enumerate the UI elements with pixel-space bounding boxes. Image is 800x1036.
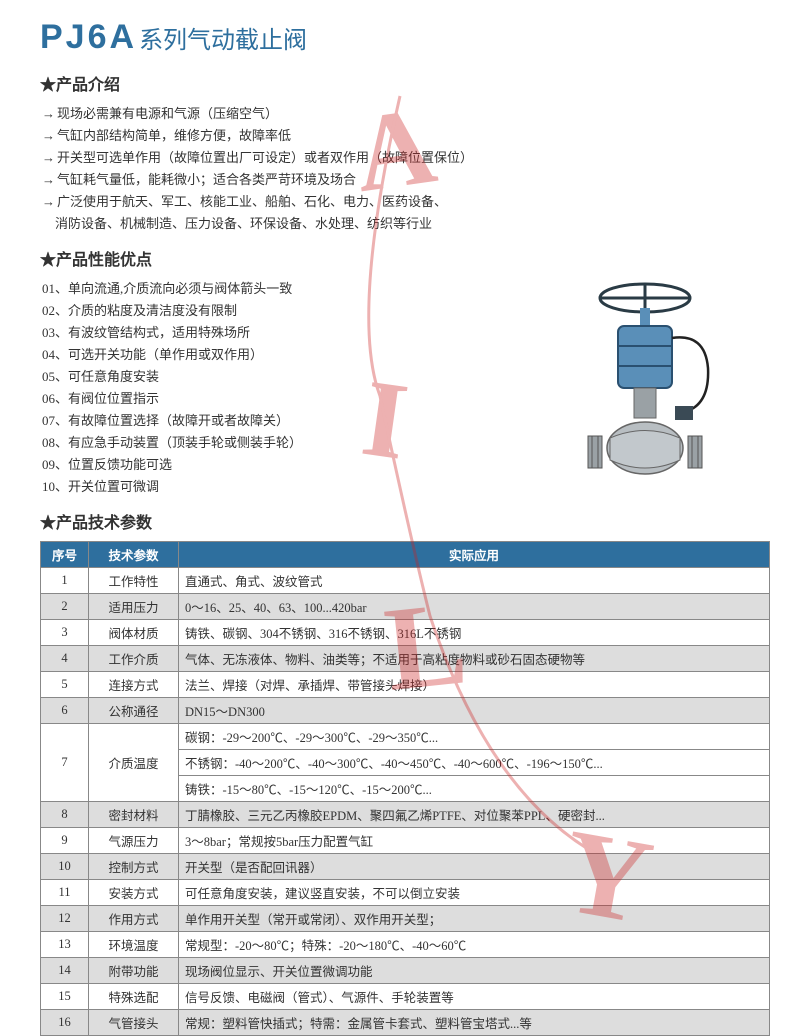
table-row: 11安装方式可任意角度安装，建议竖直安装，不可以倒立安装: [41, 879, 770, 905]
intro-item: 消防设备、机械制造、压力设备、环保设备、水处理、纺织等行业: [42, 213, 770, 235]
cell-app: 铸铁、碳钢、304不锈钢、316不锈钢、316L不锈钢: [179, 619, 770, 645]
cell-param: 公称通径: [89, 697, 179, 723]
table-row: 6公称通径DN15～DN300: [41, 697, 770, 723]
intro-item: 气缸耗气量低，能耗微小；适合各类严苛环境及场合: [42, 169, 770, 191]
cell-app: 单作用开关型（常开或常闭）、双作用开关型；: [179, 905, 770, 931]
cell-app: 法兰、焊接（对焊、承插焊、带管接头焊接）: [179, 671, 770, 697]
cell-param: 阀体材质: [89, 619, 179, 645]
cell-seq: 12: [41, 905, 89, 931]
product-title-cn: 系列气动截止阀: [139, 20, 307, 55]
table-header-row: 序号 技术参数 实际应用: [41, 541, 770, 567]
cell-app: 3～8bar；常规按5bar压力配置气缸: [179, 827, 770, 853]
cell-param: 特殊选配: [89, 983, 179, 1009]
cell-app: 0～16、25、40、63、100...420bar: [179, 593, 770, 619]
cell-param: 环境温度: [89, 931, 179, 957]
cell-app: 气体、无冻液体、物料、油类等；不适用于高粘度物料或砂石固态硬物等: [179, 645, 770, 671]
cell-seq: 4: [41, 645, 89, 671]
table-row: 9气源压力3～8bar；常规按5bar压力配置气缸: [41, 827, 770, 853]
cell-app: 常规：塑料管快插式；特需：金属管卡套式、塑料管宝塔式...等: [179, 1009, 770, 1035]
product-code: PJ6A: [40, 18, 137, 57]
cell-param: 附带功能: [89, 957, 179, 983]
cell-param: 介质温度: [89, 723, 179, 801]
cell-param: 连接方式: [89, 671, 179, 697]
cell-app: 开关型（是否配回讯器）: [179, 853, 770, 879]
cell-app: 信号反馈、电磁阀（管式）、气源件、手轮装置等: [179, 983, 770, 1009]
cell-seq: 6: [41, 697, 89, 723]
section-features-heading: ★产品性能优点: [40, 246, 770, 270]
cell-param: 控制方式: [89, 853, 179, 879]
col-seq: 序号: [41, 541, 89, 567]
table-row: 7介质温度碳钢：-29～200℃、-29～300℃、-29～350℃...: [41, 723, 770, 749]
intro-item: 气缸内部结构简单，维修方便，故障率低: [42, 125, 770, 147]
cell-app: DN15～DN300: [179, 697, 770, 723]
table-row: 8密封材料丁腈橡胶、三元乙丙橡胶EPDM、聚四氟乙烯PTFE、对位聚苯PPL、硬…: [41, 801, 770, 827]
cell-app: 铸铁：-15～80℃、-15～120℃、-15～200℃...: [179, 775, 770, 801]
table-row: 1工作特性直通式、角式、波纹管式: [41, 567, 770, 593]
cell-seq: 8: [41, 801, 89, 827]
table-row: 5连接方式法兰、焊接（对焊、承插焊、带管接头焊接）: [41, 671, 770, 697]
cell-seq: 3: [41, 619, 89, 645]
cell-param: 适用压力: [89, 593, 179, 619]
table-row: 4工作介质气体、无冻液体、物料、油类等；不适用于高粘度物料或砂石固态硬物等: [41, 645, 770, 671]
col-param: 技术参数: [89, 541, 179, 567]
cell-seq: 7: [41, 723, 89, 801]
table-row: 14附带功能现场阀位显示、开关位置微调功能: [41, 957, 770, 983]
cell-app: 可任意角度安装，建议竖直安装，不可以倒立安装: [179, 879, 770, 905]
table-row: 10控制方式开关型（是否配回讯器）: [41, 853, 770, 879]
table-row: 13环境温度常规型：-20～80℃；特殊：-20～180℃、-40～60℃: [41, 931, 770, 957]
cell-app: 直通式、角式、波纹管式: [179, 567, 770, 593]
cell-seq: 5: [41, 671, 89, 697]
cell-seq: 9: [41, 827, 89, 853]
table-row: 16气管接头常规：塑料管快插式；特需：金属管卡套式、塑料管宝塔式...等: [41, 1009, 770, 1035]
cell-app: 现场阀位显示、开关位置微调功能: [179, 957, 770, 983]
cell-param: 气管接头: [89, 1009, 179, 1035]
intro-item: 现场必需兼有电源和气源（压缩空气）: [42, 103, 770, 125]
cell-param: 工作特性: [89, 567, 179, 593]
cell-seq: 10: [41, 853, 89, 879]
page-title: PJ6A 系列气动截止阀: [40, 18, 770, 57]
table-row: 3阀体材质铸铁、碳钢、304不锈钢、316不锈钢、316L不锈钢: [41, 619, 770, 645]
cell-param: 安装方式: [89, 879, 179, 905]
cell-seq: 15: [41, 983, 89, 1009]
intro-list: 现场必需兼有电源和气源（压缩空气）气缸内部结构简单，维修方便，故障率低开关型可选…: [42, 103, 770, 236]
cell-seq: 11: [41, 879, 89, 905]
cell-param: 密封材料: [89, 801, 179, 827]
table-row: 12作用方式单作用开关型（常开或常闭）、双作用开关型；: [41, 905, 770, 931]
cell-app: 不锈钢：-40～200℃、-40～300℃、-40～450℃、-40～600℃、…: [179, 749, 770, 775]
cell-app: 碳钢：-29～200℃、-29～300℃、-29～350℃...: [179, 723, 770, 749]
specs-table: 序号 技术参数 实际应用 1工作特性直通式、角式、波纹管式2适用压力0～16、2…: [40, 541, 770, 1036]
cell-seq: 16: [41, 1009, 89, 1035]
intro-item: 广泛使用于航天、军工、核能工业、船舶、石化、电力、医药设备、: [42, 191, 770, 213]
table-row: 2适用压力0～16、25、40、63、100...420bar: [41, 593, 770, 619]
section-intro-heading: ★产品介绍: [40, 71, 770, 95]
cell-seq: 14: [41, 957, 89, 983]
cell-app: 丁腈橡胶、三元乙丙橡胶EPDM、聚四氟乙烯PTFE、对位聚苯PPL、硬密封...: [179, 801, 770, 827]
section-specs-heading: ★产品技术参数: [40, 509, 770, 533]
cell-param: 工作介质: [89, 645, 179, 671]
cell-seq: 1: [41, 567, 89, 593]
intro-item: 开关型可选单作用（故障位置出厂可设定）或者双作用（故障位置保位）: [42, 147, 770, 169]
cell-seq: 13: [41, 931, 89, 957]
col-app: 实际应用: [179, 541, 770, 567]
cell-param: 作用方式: [89, 905, 179, 931]
valve-product-image: [560, 278, 730, 488]
table-row: 15特殊选配信号反馈、电磁阀（管式）、气源件、手轮装置等: [41, 983, 770, 1009]
cell-param: 气源压力: [89, 827, 179, 853]
cell-seq: 2: [41, 593, 89, 619]
cell-app: 常规型：-20～80℃；特殊：-20～180℃、-40～60℃: [179, 931, 770, 957]
